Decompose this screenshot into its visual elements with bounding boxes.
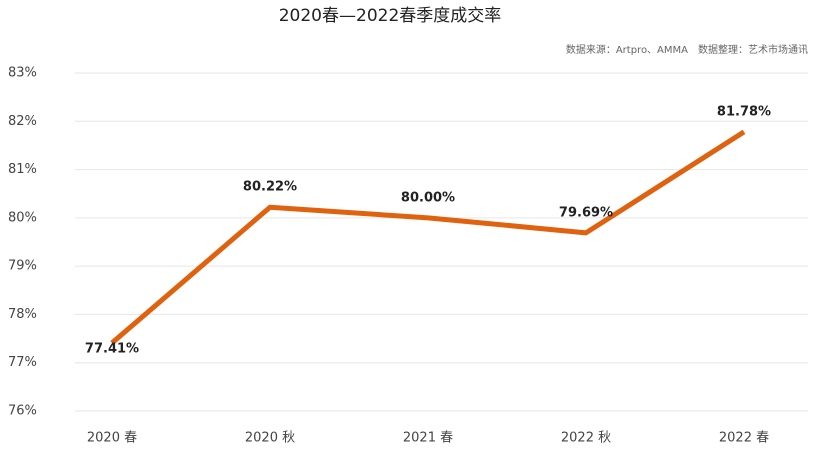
data-label: 77.41% xyxy=(85,341,139,356)
y-tick-label: 83% xyxy=(8,66,37,81)
x-tick-label: 2021 春 xyxy=(403,431,453,446)
data-label: 79.69% xyxy=(559,205,613,220)
x-tick-label: 2022 春 xyxy=(719,431,769,446)
y-tick-label: 76% xyxy=(8,404,37,419)
y-tick-label: 82% xyxy=(8,114,37,129)
data-line xyxy=(110,129,746,345)
x-tick-label: 2020 春 xyxy=(87,431,137,446)
x-tick-label: 2020 秋 xyxy=(245,431,295,446)
y-tick-label: 80% xyxy=(8,210,37,225)
data-label: 80.22% xyxy=(243,180,297,195)
chart-source: 数据来源：Artpro、AMMA 数据整理：艺术市场通讯 xyxy=(566,43,808,56)
data-label: 81.78% xyxy=(717,104,771,119)
data-label: 80.00% xyxy=(401,190,455,205)
y-tick-label: 79% xyxy=(8,259,37,274)
x-tick-label: 2022 秋 xyxy=(561,431,611,446)
y-tick-label: 78% xyxy=(8,307,37,322)
chart-title: 2020春—2022春季度成交率 xyxy=(279,6,502,26)
y-tick-label: 81% xyxy=(8,162,37,177)
y-tick-label: 77% xyxy=(8,355,37,370)
